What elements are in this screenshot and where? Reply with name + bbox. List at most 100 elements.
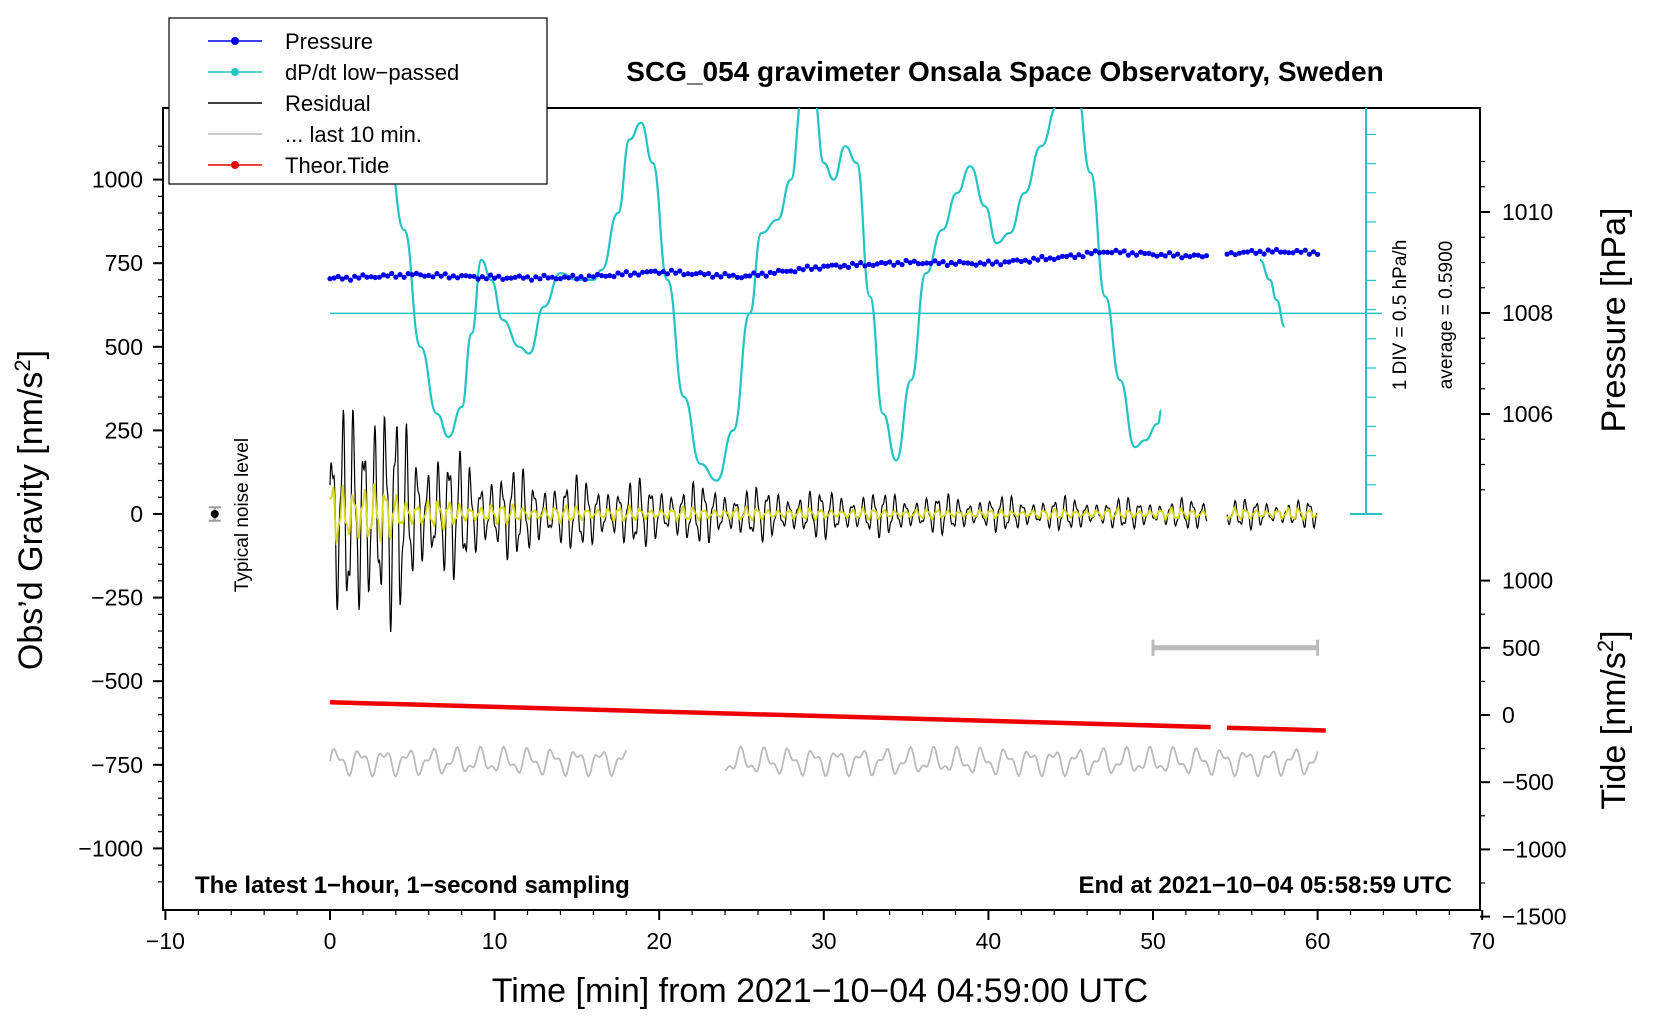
pressure-point bbox=[924, 260, 930, 266]
pressure-point bbox=[393, 274, 399, 280]
pressure-point bbox=[599, 273, 605, 279]
pressure-point bbox=[471, 273, 477, 279]
pressure-point bbox=[516, 273, 522, 279]
x-tick-label: 30 bbox=[811, 928, 837, 954]
y-tick-label: 0 bbox=[130, 501, 143, 527]
pressure-point bbox=[722, 270, 728, 277]
pressure-point bbox=[1080, 254, 1086, 260]
pressure-point bbox=[944, 262, 950, 268]
pressure-point bbox=[508, 275, 514, 281]
pressure-point bbox=[1199, 254, 1205, 260]
pressure-point bbox=[590, 274, 597, 280]
pressure-point bbox=[804, 263, 810, 269]
x-tick-label: 20 bbox=[646, 928, 672, 954]
yellow-series-line bbox=[329, 483, 1318, 546]
y-axis-ticks: 1000 750 500 250 0 −250 −500 −750 −1000 bbox=[78, 145, 163, 883]
pressure-point bbox=[957, 258, 963, 265]
pressure-tick-label: 1006 bbox=[1502, 401, 1553, 427]
pressure-point bbox=[1031, 255, 1037, 261]
pressure-point bbox=[866, 261, 872, 267]
pressure-point bbox=[734, 274, 741, 280]
y-axis-title-pressure: Pressure [hPa] bbox=[1595, 208, 1633, 433]
pressure-point bbox=[438, 273, 444, 279]
x-axis-ticks: −10 0 10 20 30 40 50 60 70 bbox=[146, 910, 1495, 954]
pressure-point bbox=[1245, 249, 1251, 255]
pressure-point bbox=[524, 274, 531, 280]
pressure-point bbox=[1249, 247, 1255, 254]
x-tick-label: 10 bbox=[482, 928, 508, 954]
pressure-point bbox=[1109, 250, 1115, 256]
pressure-point bbox=[1014, 257, 1020, 263]
pressure-point bbox=[710, 274, 716, 280]
pressure-point bbox=[784, 268, 790, 274]
footer-left-label: The latest 1−hour, 1−second sampling bbox=[195, 872, 630, 899]
pressure-point bbox=[348, 277, 354, 283]
pressure-tick-label: 1008 bbox=[1502, 300, 1553, 326]
pressure-point bbox=[854, 262, 860, 269]
pressure-point bbox=[1006, 259, 1012, 265]
pressure-point bbox=[1158, 251, 1164, 257]
pressure-point bbox=[636, 272, 642, 278]
pressure-point bbox=[1022, 257, 1028, 263]
pressure-point bbox=[607, 273, 613, 279]
pressure-point bbox=[961, 260, 967, 266]
pressure-point bbox=[1035, 257, 1041, 263]
pressure-point bbox=[1154, 253, 1160, 259]
pressure-point bbox=[422, 273, 428, 279]
pressure-point bbox=[1240, 249, 1247, 255]
pressure-point bbox=[825, 263, 831, 269]
pressure-point bbox=[1039, 253, 1045, 260]
pressure-point bbox=[668, 267, 675, 273]
pressure-point bbox=[553, 276, 559, 282]
pressure-point bbox=[1142, 250, 1148, 257]
pressure-tick-label: 1010 bbox=[1502, 199, 1553, 225]
pressure-point bbox=[1290, 250, 1296, 256]
pressure-point bbox=[1195, 252, 1201, 258]
pressure-point bbox=[1027, 259, 1033, 265]
pressure-point bbox=[1187, 254, 1193, 260]
pressure-point bbox=[936, 260, 942, 267]
pressure-point bbox=[685, 271, 691, 277]
pressure-point bbox=[952, 261, 959, 267]
pressure-point bbox=[582, 276, 588, 283]
tide-tick-label: −500 bbox=[1502, 769, 1554, 795]
pressure-point bbox=[409, 272, 415, 278]
pressure-point bbox=[327, 276, 333, 282]
pressure-point bbox=[1224, 251, 1230, 257]
pressure-point bbox=[697, 270, 704, 276]
pressure-point bbox=[862, 263, 868, 269]
pressure-point bbox=[1278, 249, 1284, 255]
tide-tick-label: −1500 bbox=[1502, 904, 1567, 930]
pressure-point bbox=[911, 258, 917, 264]
pressure-point bbox=[467, 273, 473, 279]
pressure-point bbox=[1179, 255, 1185, 261]
x-tick-label: 0 bbox=[324, 928, 337, 954]
pressure-point bbox=[1265, 247, 1271, 253]
legend-label: ... last 10 min. bbox=[285, 122, 422, 147]
pressure-point bbox=[455, 275, 461, 281]
pressure-point bbox=[343, 274, 350, 280]
pressure-point bbox=[475, 276, 481, 282]
x-axis-title: Time [min] from 2021−10−04 04:59:00 UTC bbox=[492, 972, 1148, 1010]
pressure-point bbox=[1092, 248, 1098, 254]
residual-series-line bbox=[329, 409, 1318, 633]
pressure-point bbox=[574, 276, 580, 282]
tide-tick-label: 1000 bbox=[1502, 568, 1553, 594]
legend: Pressure dP/dt low−passed Residual ... last… bbox=[168, 17, 548, 185]
pressure-point bbox=[541, 272, 547, 278]
dpdt-average-label: average = 0.5900 bbox=[1436, 241, 1457, 389]
pressure-point bbox=[1236, 250, 1242, 256]
pressure-point bbox=[693, 271, 699, 277]
footer-right-label: End at 2021−10−04 05:58:59 UTC bbox=[1078, 872, 1452, 899]
pressure-point bbox=[611, 273, 617, 280]
pressure-point bbox=[780, 268, 786, 274]
legend-label: Residual bbox=[285, 91, 371, 116]
pressure-point bbox=[504, 275, 510, 281]
plot-frame bbox=[162, 107, 1481, 911]
pressure-point bbox=[1072, 254, 1078, 261]
pressure-point bbox=[1257, 248, 1263, 254]
pressure-point bbox=[656, 270, 662, 276]
pressure-point bbox=[870, 262, 876, 268]
pressure-point bbox=[940, 259, 946, 265]
x-tick-label: −10 bbox=[146, 928, 185, 954]
